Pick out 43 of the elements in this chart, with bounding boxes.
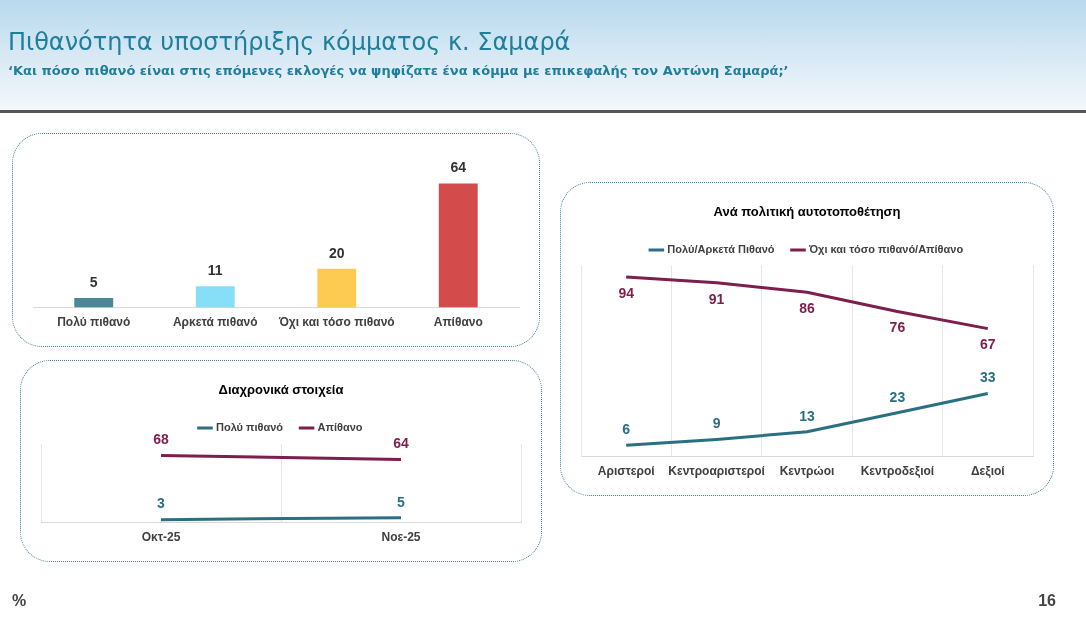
data-label: 11 — [207, 262, 223, 279]
data-label: 20 — [328, 244, 345, 261]
x-tick-label: Κεντρώοι — [779, 464, 835, 479]
data-label: 23 — [889, 388, 906, 405]
text: 16 — [1038, 592, 1056, 610]
x-tick-label: Αριστεροί — [597, 464, 655, 479]
legend-label: Πολύ πιθανό — [215, 421, 284, 434]
data-label: 68 — [153, 431, 169, 448]
legend-label: Πολύ/Αρκετά Πιθανό — [667, 243, 775, 256]
data-label: 64 — [450, 159, 467, 176]
x-tick-label: Νοε-25 — [381, 530, 421, 545]
legend-label: Απίθανο — [317, 421, 363, 434]
bar — [74, 297, 114, 308]
x-tick-label: Οκτ-25 — [141, 530, 181, 545]
data-label: 3 — [157, 495, 166, 512]
x-tick-label: Δεξιοί — [970, 464, 1005, 479]
data-label: 94 — [618, 284, 635, 301]
chart-title: Ανά πολιτική αυτοτοποθέτηση — [713, 204, 901, 220]
data-label: 6 — [622, 421, 631, 437]
data-label: 5 — [89, 273, 98, 290]
x-tick-label: Πολύ πιθανό — [57, 315, 131, 330]
data-label: 9 — [712, 415, 721, 432]
data-label: 64 — [393, 435, 409, 452]
data-label: 5 — [397, 493, 406, 510]
x-tick-label: Κεντροαριστεροί — [668, 464, 765, 479]
data-label: 91 — [708, 290, 725, 307]
legend-label: Όχι και τόσο πιθανό/Απίθανο — [808, 243, 964, 256]
bar — [438, 183, 478, 308]
data-label: 33 — [980, 369, 996, 386]
chart-title: Διαχρονικά στοιχεία — [218, 382, 344, 398]
x-tick-label: Κεντροδεξιοί — [860, 464, 935, 479]
data-label: 86 — [799, 300, 815, 317]
chart-title: Πιθανότητα υποστήριξης κόμματος κ. Σαμαρά — [8, 28, 571, 56]
x-tick-label: Όχι και τόσο πιθανό — [277, 315, 395, 330]
data-label: 76 — [889, 319, 906, 336]
chart-subtitle: ‘Και πόσο πιθανό είναι στις επόμενες εκλογές να ψηφίζατε ένα κόμμα με επικεφαλής τον Αντώνη Σαμαρά;’ — [8, 62, 790, 79]
x-tick-label: Αρκετά πιθανό — [172, 315, 258, 330]
data-label: 67 — [980, 336, 996, 353]
bar — [317, 268, 357, 308]
data-label: 13 — [799, 407, 815, 424]
x-tick-label: Απίθανο — [433, 315, 483, 330]
bar — [195, 286, 235, 308]
text: % — [12, 592, 27, 610]
